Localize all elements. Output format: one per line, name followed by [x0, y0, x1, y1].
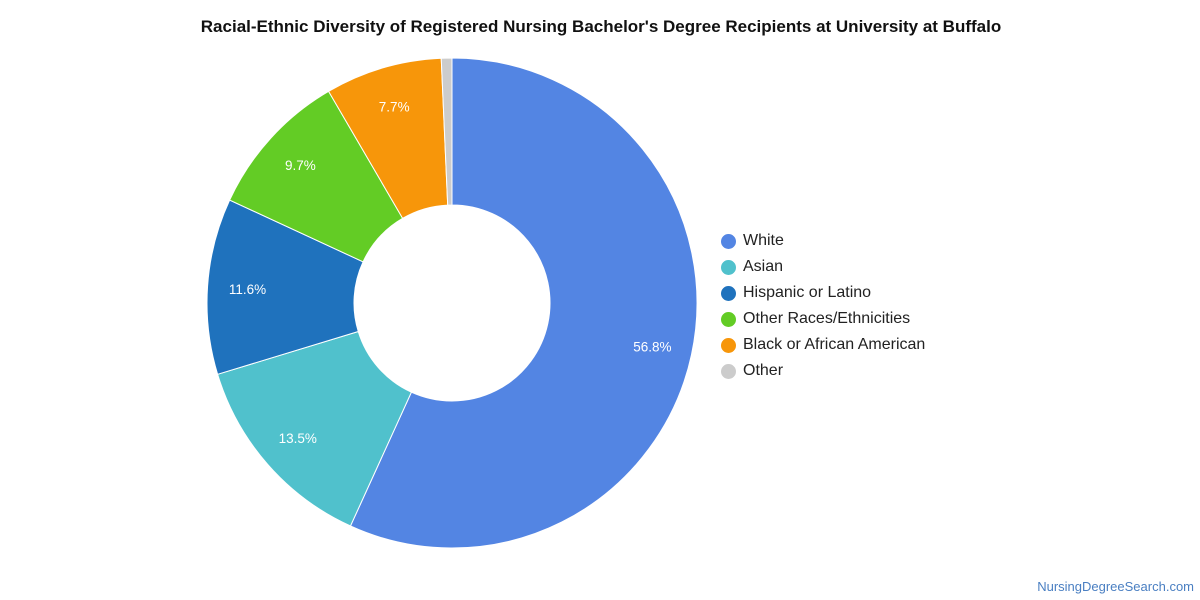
data-label-asian: 13.5% — [279, 431, 317, 446]
data-label-black-or-african-american: 7.7% — [379, 99, 410, 114]
legend-swatch-asian — [721, 259, 736, 275]
chart-title: Racial-Ethnic Diversity of Registered Nu… — [200, 17, 1002, 36]
legend-label-other-races-ethnicities: Other Races/Ethnicities — [743, 310, 911, 327]
data-label-other-races-ethnicities: 9.7% — [285, 158, 316, 173]
legend-swatch-other — [721, 363, 736, 379]
legend-label-asian: Asian — [743, 258, 784, 275]
data-label-white: 56.8% — [633, 339, 671, 354]
legend-swatch-black-or-african-american — [721, 337, 736, 353]
legend-label-other: Other — [743, 362, 784, 379]
slice-other[interactable] — [440, 57, 453, 206]
legend-item-black-or-african-american[interactable]: Black or African American — [721, 332, 925, 358]
legend-label-black-or-african-american: Black or African American — [743, 336, 926, 353]
watermark-link[interactable]: NursingDegreeSearch.com — [1037, 579, 1194, 594]
legend-label-white: White — [743, 232, 784, 249]
legend-item-hispanic-or-latino[interactable]: Hispanic or Latino — [721, 280, 925, 306]
legend-item-white[interactable]: White — [721, 228, 925, 254]
legend: White Asian Hispanic or Latino Other Races/… — [721, 228, 925, 384]
slice-hispanic-or-latino[interactable] — [206, 199, 364, 375]
legend-item-other-races-ethnicities[interactable]: Other Races/Ethnicities — [721, 306, 925, 332]
legend-item-asian[interactable]: Asian — [721, 254, 925, 280]
data-label-hispanic-or-latino: 11.6% — [229, 282, 266, 297]
slice-white[interactable] — [349, 57, 698, 549]
legend-swatch-hispanic-or-latino — [721, 285, 736, 301]
legend-swatch-other-races-ethnicities — [721, 311, 736, 327]
legend-swatch-white — [721, 233, 736, 249]
slice-asian[interactable] — [216, 330, 413, 527]
legend-label-hispanic-or-latino: Hispanic or Latino — [743, 284, 872, 301]
legend-item-other[interactable]: Other — [721, 358, 925, 384]
